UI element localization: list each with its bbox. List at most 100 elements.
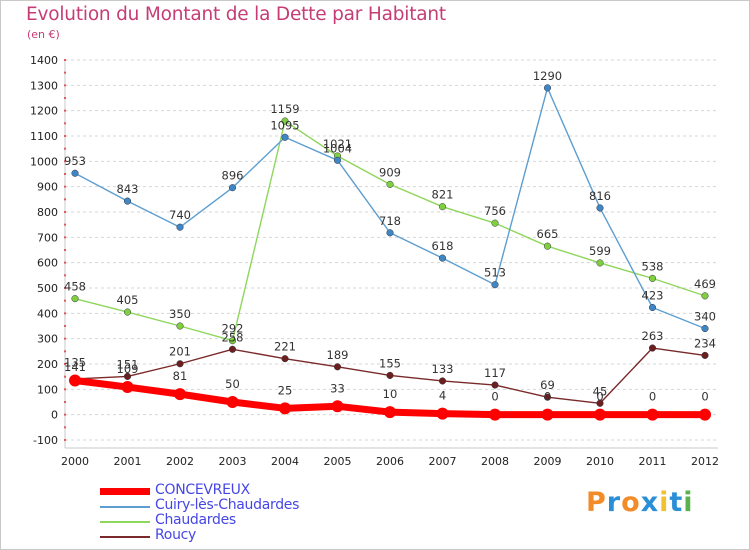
y-minor-tick bbox=[64, 223, 66, 226]
data-point bbox=[331, 400, 344, 413]
y-tick-label: 900 bbox=[37, 181, 58, 194]
data-point bbox=[71, 295, 79, 303]
y-minor-tick bbox=[64, 363, 66, 365]
y-minor-tick bbox=[64, 198, 66, 201]
data-point bbox=[384, 406, 396, 419]
y-minor-tick bbox=[64, 173, 66, 175]
data-label: 350 bbox=[169, 307, 191, 321]
data-point bbox=[176, 360, 184, 368]
y-tick-label: 300 bbox=[37, 333, 58, 346]
data-label: 4 bbox=[439, 389, 446, 403]
y-tick-label: 800 bbox=[37, 206, 58, 219]
data-label: 843 bbox=[117, 182, 139, 196]
chart-unit: (en €) bbox=[27, 28, 60, 41]
data-label: 10 bbox=[383, 387, 398, 401]
legend-label: CONCEVREUX bbox=[155, 482, 250, 498]
data-point bbox=[281, 133, 289, 141]
legend-label: Cuiry-lès-Chaudardes bbox=[155, 497, 300, 513]
x-tick-label: 2001 bbox=[114, 455, 142, 468]
y-tick-label: 200 bbox=[37, 358, 58, 371]
x-tick-label: 2008 bbox=[481, 455, 509, 468]
grid-lines bbox=[65, 59, 718, 441]
data-label: 1004 bbox=[323, 141, 352, 155]
legend-label: Chaudardes bbox=[155, 512, 236, 528]
series-cuiry-l-s-chaudardes bbox=[71, 84, 709, 333]
logo-letter: i bbox=[659, 487, 670, 518]
y-tick-label: 100 bbox=[37, 383, 58, 396]
data-point bbox=[648, 303, 657, 312]
y-minor-tick bbox=[64, 274, 66, 277]
x-tick-label: 2011 bbox=[639, 455, 667, 468]
logo-letter: t bbox=[669, 487, 684, 518]
y-tick-label: 400 bbox=[37, 307, 58, 320]
x-tick-label: 2007 bbox=[429, 455, 457, 468]
data-point bbox=[281, 117, 289, 125]
series-chaudardes bbox=[71, 117, 709, 345]
legend-swatch bbox=[100, 536, 150, 538]
data-label: 1159 bbox=[270, 102, 299, 116]
y-axis-ticks: -100 0 100 200 300 400 500 600 700 800 900 1000 1100… bbox=[30, 54, 58, 447]
series-roucy bbox=[71, 344, 709, 407]
y-minor-tick bbox=[64, 337, 66, 340]
data-label: 0 bbox=[491, 390, 498, 404]
data-label: 0 bbox=[596, 390, 603, 404]
data-label: 538 bbox=[642, 259, 664, 273]
data-point bbox=[489, 408, 501, 421]
data-label: 258 bbox=[222, 330, 244, 344]
data-labels-concevreux: 135 109 81 50 25 33 10 4 0 0 0 0 0 bbox=[64, 355, 709, 403]
data-label: 756 bbox=[484, 204, 506, 218]
chart-title: Evolution du Montant de la Dette par Hab… bbox=[26, 4, 446, 25]
data-label: 618 bbox=[432, 239, 454, 253]
legend-swatch bbox=[100, 521, 150, 523]
y-minor-tick bbox=[64, 84, 66, 87]
data-label: 155 bbox=[379, 356, 401, 370]
data-label: 953 bbox=[64, 154, 86, 168]
data-label: 81 bbox=[173, 369, 188, 383]
legend-label: Roucy bbox=[155, 527, 197, 543]
series-concevreux bbox=[69, 374, 711, 421]
data-label: 821 bbox=[432, 188, 454, 202]
y-minor-tick bbox=[64, 312, 66, 315]
data-label: 50 bbox=[225, 377, 240, 391]
data-point bbox=[541, 408, 554, 421]
y-minor-tick bbox=[64, 388, 66, 391]
logo-letter: i bbox=[683, 487, 694, 518]
y-minor-tick bbox=[64, 325, 66, 327]
data-label: 292 bbox=[222, 322, 244, 336]
data-point bbox=[543, 393, 552, 401]
y-minor-tick bbox=[64, 71, 66, 74]
data-label: 151 bbox=[117, 357, 139, 371]
data-label: 1095 bbox=[270, 118, 299, 132]
data-label: 816 bbox=[589, 189, 611, 203]
y-minor-tick bbox=[64, 147, 66, 150]
data-label: 117 bbox=[484, 366, 506, 380]
data-point bbox=[333, 156, 342, 164]
data-point bbox=[491, 381, 499, 389]
y-minor-tick bbox=[64, 236, 66, 239]
y-tick-label: 1300 bbox=[30, 79, 58, 92]
data-point bbox=[648, 344, 657, 352]
data-label: 896 bbox=[222, 169, 244, 183]
data-label: 718 bbox=[379, 214, 401, 228]
data-point bbox=[386, 371, 394, 379]
data-label: 69 bbox=[540, 378, 555, 392]
data-point bbox=[279, 402, 291, 415]
y-tick-label: 700 bbox=[37, 231, 58, 244]
data-labels-chaudardes: 458 405 350 292 1159 1021 909 821 756 665 599 538 46… bbox=[64, 102, 716, 336]
data-point bbox=[386, 180, 394, 188]
y-minor-ticks bbox=[64, 59, 66, 441]
data-label: 740 bbox=[169, 208, 191, 222]
x-tick-label: 2003 bbox=[219, 455, 247, 468]
y-minor-tick bbox=[64, 211, 66, 213]
y-minor-tick bbox=[64, 109, 66, 112]
y-tick-label: 1200 bbox=[30, 105, 58, 118]
data-point bbox=[123, 308, 132, 316]
data-label: 45 bbox=[593, 384, 608, 398]
data-point bbox=[176, 322, 184, 330]
y-minor-tick bbox=[64, 122, 66, 125]
data-label: 221 bbox=[274, 340, 296, 354]
data-point bbox=[281, 355, 289, 363]
data-point bbox=[436, 407, 449, 420]
